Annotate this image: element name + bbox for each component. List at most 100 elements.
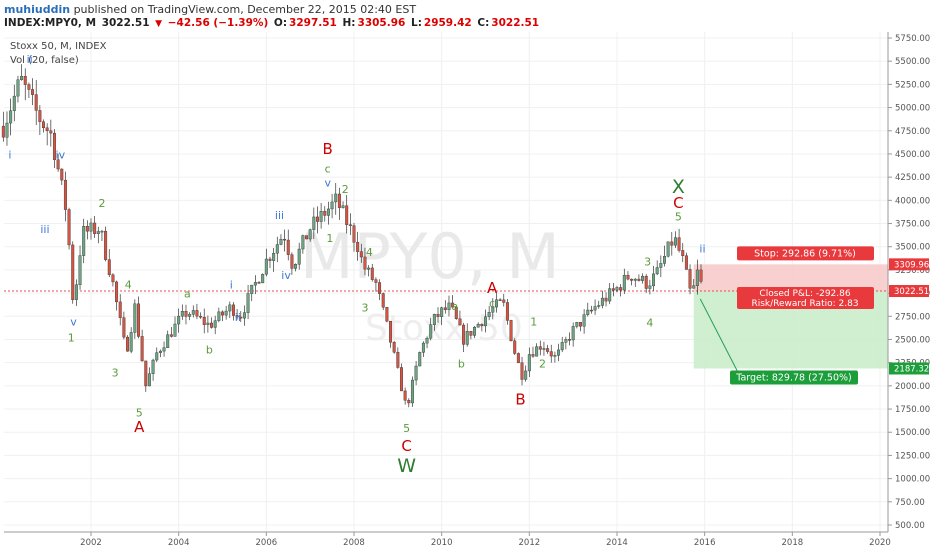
candle-body — [206, 322, 210, 325]
wave-label: C — [401, 437, 411, 455]
price-badge-text: 2187.32 — [894, 364, 929, 374]
y-tick-label: 3250.00 — [895, 266, 930, 276]
candle-body — [571, 326, 575, 341]
stop-label-text: Stop: 292.86 (9.71%) — [754, 248, 856, 259]
high-label: H: — [342, 17, 356, 29]
close-label: C: — [477, 17, 490, 29]
candle-body — [568, 339, 571, 341]
candle-body — [524, 370, 528, 380]
x-tick-label: 2014 — [606, 538, 628, 548]
candle-body — [688, 269, 692, 289]
candle-body — [549, 351, 553, 357]
y-tick-label: 2500.00 — [895, 335, 930, 345]
candle-body — [71, 244, 75, 300]
candle-body — [162, 347, 166, 352]
candle-body — [652, 273, 656, 287]
candle-body — [597, 305, 601, 307]
candle-body — [670, 241, 674, 246]
candle-body — [414, 365, 418, 381]
candle-body — [356, 242, 360, 252]
candle-body — [115, 281, 119, 303]
chart-grid — [4, 32, 888, 532]
candle-body — [169, 334, 173, 337]
x-tick-label: 2018 — [782, 538, 804, 548]
rr-label-text: Risk/Reward Ratio: 2.83 — [751, 299, 858, 309]
candle-body — [684, 255, 688, 270]
candle-body — [177, 315, 181, 325]
x-tick-label: 2016 — [694, 538, 716, 548]
candle-body — [644, 275, 648, 289]
candle-body — [473, 326, 477, 336]
open-value: 3297.51 — [289, 17, 337, 29]
candle-body — [191, 310, 195, 315]
candle-body — [93, 222, 97, 234]
candle-body — [458, 318, 462, 326]
candle-body — [440, 307, 444, 317]
candle-body — [334, 193, 338, 203]
candle-body — [648, 285, 652, 289]
wave-label: 4 — [125, 278, 132, 291]
candle-body — [49, 130, 53, 134]
candle-body — [126, 336, 130, 352]
candle-body — [45, 127, 49, 131]
candle-body — [140, 336, 144, 362]
candle-body — [681, 250, 685, 256]
candle-body — [272, 252, 276, 261]
y-tick-label: 1500.00 — [895, 428, 930, 438]
x-tick-label: 2008 — [343, 538, 365, 548]
x-tick-label: 2006 — [256, 538, 278, 548]
price-badge-text: 3309.96 — [894, 260, 929, 270]
x-tick-label: 2004 — [168, 538, 190, 548]
y-tick-label: 5750.00 — [895, 34, 930, 44]
candle-body — [429, 324, 433, 339]
candle-body — [147, 373, 151, 387]
candle-body — [34, 94, 38, 111]
author-link[interactable]: muhiuddin — [4, 3, 71, 16]
price-badge — [889, 362, 929, 375]
candle-body — [560, 342, 564, 351]
candle-body — [52, 132, 56, 160]
candle-body — [451, 302, 455, 308]
candle-body — [695, 269, 699, 286]
candle-body — [348, 224, 352, 226]
wave-label: 5 — [136, 406, 143, 419]
candlestick-series — [1, 64, 703, 408]
wave-label: ii — [27, 53, 33, 66]
candle-body — [246, 293, 250, 313]
candle-body — [505, 302, 509, 321]
y-tick-label: 500.00 — [895, 521, 925, 531]
candle-body — [294, 264, 298, 269]
candle-body — [692, 285, 696, 289]
symbol-info-line: INDEX:MPY0, M 3022.51 ▼ −42.56 (−1.39%) … — [4, 17, 541, 29]
candle-body — [217, 311, 221, 321]
watermark-name: Stoxx 50 — [365, 308, 523, 349]
candle-body — [345, 205, 349, 225]
candle-body — [421, 342, 425, 353]
candle-body — [498, 299, 502, 301]
candle-body — [586, 309, 590, 315]
low-label: L: — [411, 17, 422, 29]
candle-body — [396, 352, 400, 368]
candle-body — [210, 322, 214, 328]
candle-body — [385, 307, 389, 322]
candle-body — [312, 216, 316, 230]
wave-label: 1 — [68, 331, 75, 344]
candle-body — [60, 168, 64, 181]
candle-body — [63, 179, 67, 210]
candle-body — [82, 226, 86, 256]
candle-body — [637, 278, 641, 281]
candle-body — [527, 354, 531, 372]
wave-label: v — [324, 176, 331, 189]
candle-body — [520, 362, 524, 380]
candle-body — [659, 263, 663, 268]
wave-label: 1 — [326, 232, 333, 245]
candle-body — [432, 314, 436, 325]
candle-body — [425, 338, 429, 344]
candle-body — [484, 316, 487, 327]
candle-body — [199, 315, 203, 318]
candle-body — [42, 121, 45, 129]
candle-body — [261, 274, 265, 284]
wave-label: v — [70, 316, 77, 329]
candle-body — [677, 237, 681, 251]
